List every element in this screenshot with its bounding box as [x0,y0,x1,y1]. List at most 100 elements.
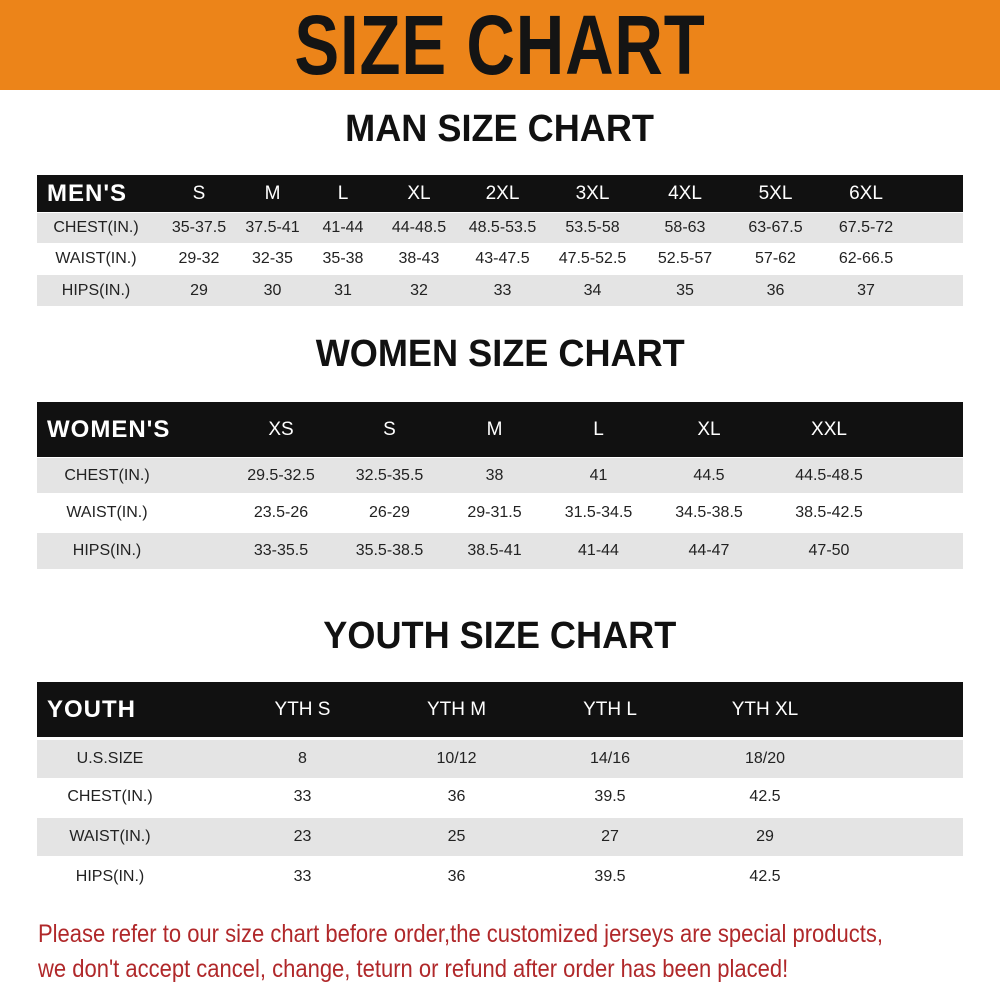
size-header: 3XL [575,182,610,204]
table-cell: 33 [493,281,512,299]
table-cell: 35.5-38.5 [355,542,424,559]
table-row: WAIST(IN.) 29-32 32-35 35-38 38-43 43-47.5 47.… [37,243,963,274]
table-cell: 44.5-48.5 [795,466,863,484]
table-cell: 38-43 [398,249,440,267]
size-header: L [337,182,349,204]
table-cell: 35-37.5 [171,219,227,236]
row-label: WAIST(IN.) [55,249,137,267]
table-cell: 39.5 [594,788,626,805]
table-cell: 39.5 [594,868,626,885]
table-row: HIPS(IN.) 33 36 39.5 42.5 [37,858,963,896]
table-cell: 62-66.5 [838,249,894,267]
youth-section-title: YOUTH SIZE CHART [323,615,677,657]
table-cell: 57-62 [755,249,796,267]
table-cell: 44-47 [688,542,730,559]
row-label: WAIST(IN.) [69,828,151,845]
table-cell: 36 [766,281,785,299]
table-cell: 10/12 [436,750,477,767]
men-size-table: MEN'S S M L XL 2XL 3XL 4XL 5XL 6XL CHEST(IN.) 35-37… [37,175,963,306]
table-cell: 23 [293,828,312,845]
notice-line-2: we don't accept cancel, change, teturn o… [38,955,789,983]
table-row: U.S.SIZE 8 10/12 14/16 18/20 [37,740,963,778]
table-cell: 41 [589,466,608,484]
table-cell: 31 [334,281,352,299]
table-cell: 42.5 [749,868,781,885]
table-cell: 25 [447,828,466,845]
table-cell: 52.5-57 [657,249,713,267]
table-corner-label: MEN'S [47,179,128,207]
women-section-title: WOMEN SIZE CHART [315,333,685,375]
table-cell: 14/16 [589,750,631,767]
table-row: HIPS(IN.) 33-35.5 35.5-38.5 38.5-41 41-44 44-… [37,533,963,569]
table-cell: 32.5-35.5 [355,466,424,484]
row-label: CHEST(IN.) [67,788,153,805]
size-header: XXL [811,418,847,440]
table-corner-label: YOUTH [47,695,136,723]
table-cell: 32-35 [252,249,293,267]
table-cell: 36 [447,868,466,885]
table-cell: 34.5-38.5 [675,504,743,521]
women-header-row: WOMEN'S XS S M L XL XXL [37,402,963,457]
table-cell: 37.5-41 [245,219,300,236]
row-label: HIPS(IN.) [61,281,131,299]
table-cell: 38.5-41 [467,542,522,559]
table-row: CHEST(IN.) 33 36 39.5 42.5 [37,778,963,816]
table-cell: 18/20 [744,750,786,767]
size-header: XS [268,418,294,440]
table-cell: 47-50 [808,542,850,559]
row-label: HIPS(IN.) [75,868,145,885]
size-header: YTH M [426,698,487,720]
row-label: CHEST(IN.) [64,466,150,484]
table-cell: 29.5-32.5 [247,466,315,484]
table-cell: 41-44 [322,219,364,236]
table-row: WAIST(IN.) 23 25 27 29 [37,818,963,856]
table-cell: 33-35.5 [253,542,309,559]
table-cell: 33 [293,788,312,805]
youth-size-table: YOUTH YTH S YTH M YTH L YTH XL U.S.SIZE 8 10/12… [37,682,963,896]
size-header: YTH L [583,698,637,720]
table-cell: 32 [410,281,428,299]
table-cell: 41-44 [578,542,619,559]
table-cell: 58-63 [664,219,706,236]
banner-title: SIZE CHART [294,0,706,92]
row-label: CHEST(IN.) [53,219,139,236]
table-cell: 67.5-72 [838,219,894,236]
table-cell: 27 [601,828,619,845]
table-cell: 38 [485,466,504,484]
table-cell: 48.5-53.5 [468,219,537,236]
size-header: YTH XL [731,698,799,720]
table-cell: 35 [676,281,694,299]
table-cell: 8 [298,750,307,767]
table-cell: 26-29 [369,504,410,521]
table-row: CHEST(IN.) 29.5-32.5 32.5-35.5 38 41 44.5 44.5… [37,458,963,493]
size-header: 4XL [668,182,702,204]
size-header: S [383,418,396,440]
table-cell: 63-67.5 [748,219,803,236]
table-cell: 53.5-58 [565,219,620,236]
table-cell: 47.5-52.5 [558,249,627,267]
table-cell: 29 [756,828,774,845]
table-cell: 38.5-42.5 [795,504,863,521]
size-header: 6XL [849,182,883,204]
size-header: L [593,418,604,440]
table-cell: 30 [263,281,282,299]
table-cell: 29 [190,281,208,299]
size-header: XL [407,182,431,204]
notice-line-1: Please refer to our size chart before or… [38,920,883,948]
table-cell: 34 [583,281,602,299]
table-row: CHEST(IN.) 35-37.5 37.5-41 41-44 44-48.5 48.5… [37,213,963,243]
table-cell: 44-48.5 [391,219,447,236]
size-header: M [486,418,503,440]
table-row: HIPS(IN.) 29 30 31 32 33 34 35 36 37 [37,275,963,306]
size-header: XL [697,418,721,440]
size-chart-banner: SIZE CHART [0,0,1000,92]
table-row: WAIST(IN.) 23.5-26 26-29 29-31.5 31.5-34.5 34… [37,495,963,531]
men-section-title: MAN SIZE CHART [345,108,655,150]
table-cell: 31.5-34.5 [564,504,633,521]
row-label: WAIST(IN.) [66,504,148,521]
table-cell: 23.5-26 [253,504,309,521]
size-header: M [264,182,281,204]
size-header: S [192,182,206,204]
row-label: U.S.SIZE [76,750,144,767]
size-header: 5XL [758,182,793,204]
